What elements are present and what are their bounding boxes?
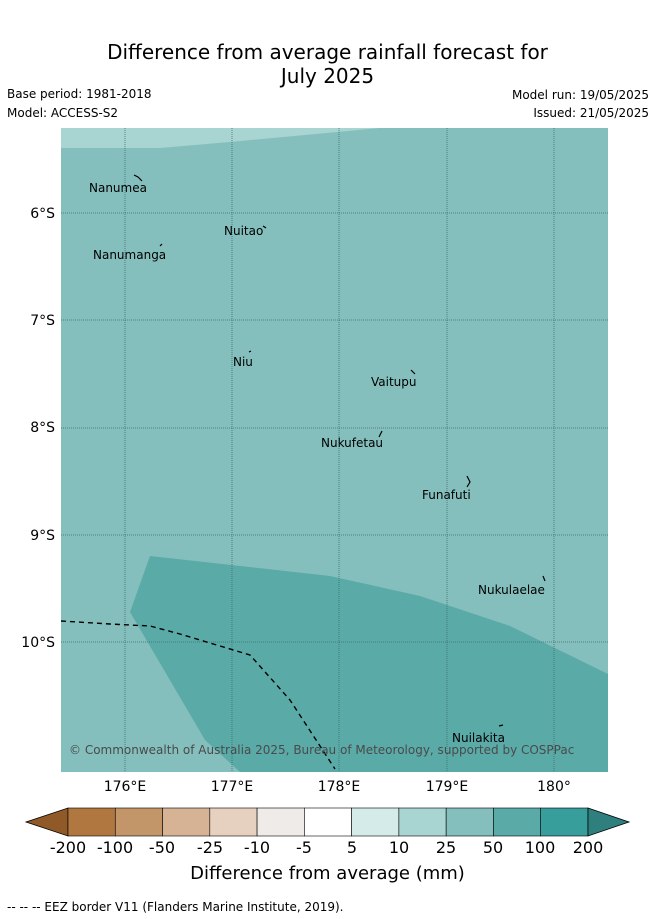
place-label-vaitupu: Vaitupu [371,375,417,389]
place-label-nanumea: Nanumea [89,181,147,195]
colorbar-label: 25 [436,838,456,857]
map-title: Difference from average rainfall forecas… [0,40,655,88]
model-name: Model: ACCESS-S2 [7,106,119,120]
colorbar-label: -10 [244,838,270,857]
copyright-notice: © Commonwealth of Australia 2025, Bureau… [69,743,574,757]
place-label-funafuti: Funafuti [422,488,471,502]
colorbar-swatch [256,807,305,837]
colorbar: -200 -100 -50 -25 -10 -5 5 10 25 50 100 … [24,807,631,857]
colorbar-label: -100 [97,838,133,857]
place-label-nukulaelae: Nukulaelae [478,583,545,597]
lon-tick-label: 177°E [211,779,254,795]
colorbar-label: 50 [483,838,503,857]
island-nanumea [133,174,143,182]
colorbar-label: 200 [573,838,604,857]
eez-border-line [61,620,336,770]
title-line-1: Difference from average rainfall forecas… [107,40,548,64]
island-funafuti [466,475,471,488]
colorbar-label: -50 [149,838,175,857]
colorbar-swatch [304,807,352,837]
island-nanumanga [159,243,163,247]
colorbar-extend-low [24,807,69,837]
colorbar-swatch [162,807,211,837]
colorbar-label: -5 [296,838,312,857]
rainfall-map: Nanumea Nuitao Nanumanga Niu Vaitupu Nuk… [21,128,631,857]
colorbar-label: -25 [197,838,223,857]
eez-footnote: -- -- -- EEZ border V11 (Flanders Marine… [7,900,344,914]
graticule [61,128,608,772]
island-shapes [133,174,546,727]
lat-tick-label: 10°S [21,635,55,651]
colorbar-label: -200 [50,838,86,857]
island-vaitupu [410,369,416,375]
colorbar-label: 5 [347,838,357,857]
issued-date: Issued: 21/05/2025 [533,106,649,120]
lon-tick-label: 180° [537,779,571,795]
place-label-nukufetau: Nukufetau [321,436,383,450]
colorbar-swatch [398,807,447,837]
island-nuilakita [498,724,504,727]
island-nukulaelae [542,575,546,582]
title-line-2: July 2025 [280,64,375,88]
lon-tick-label: 178°E [318,779,361,795]
upper-anomaly-region [61,128,608,148]
island-nukufetau [378,430,383,438]
lon-tick-label: 176°E [104,779,147,795]
place-label-nuitao: Nuitao [224,224,263,238]
colorbar-labels: -200 -100 -50 -25 -10 -5 5 10 25 50 100 … [50,838,603,857]
colorbar-swatch [493,807,541,837]
island-nuitao [262,225,267,229]
colorbar-swatch [114,807,163,837]
colorbar-swatch [351,807,400,837]
place-label-nuilakita: Nuilakita [452,731,505,745]
colorbar-swatch [209,807,258,837]
place-label-niu: Niu [233,355,253,369]
island-niu [248,350,252,353]
colorbar-label: 100 [525,838,556,857]
base-period: Base period: 1981-2018 [7,87,152,101]
model-run: Model run: 19/05/2025 [511,88,649,102]
lat-tick-label: 9°S [30,528,55,544]
longitude-tick-labels: 176°E 177°E 178°E 179°E 180° [104,779,571,795]
lat-tick-label: 8°S [30,420,55,436]
colorbar-label: 10 [389,838,409,857]
colorbar-title: Difference from average (mm) [190,863,465,884]
lat-tick-label: 7°S [30,313,55,329]
colorbar-swatch [67,807,116,837]
place-label-nanumanga: Nanumanga [93,248,166,262]
latitude-tick-labels: 6°S 7°S 8°S 9°S 10°S [21,206,55,651]
colorbar-swatch [445,807,494,837]
lon-tick-label: 179°E [426,779,469,795]
colorbar-swatch [540,807,589,837]
colorbar-swatches [24,807,631,837]
lat-tick-label: 6°S [30,206,55,222]
colorbar-extend-high [587,807,631,837]
lower-anomaly-region [130,556,608,772]
